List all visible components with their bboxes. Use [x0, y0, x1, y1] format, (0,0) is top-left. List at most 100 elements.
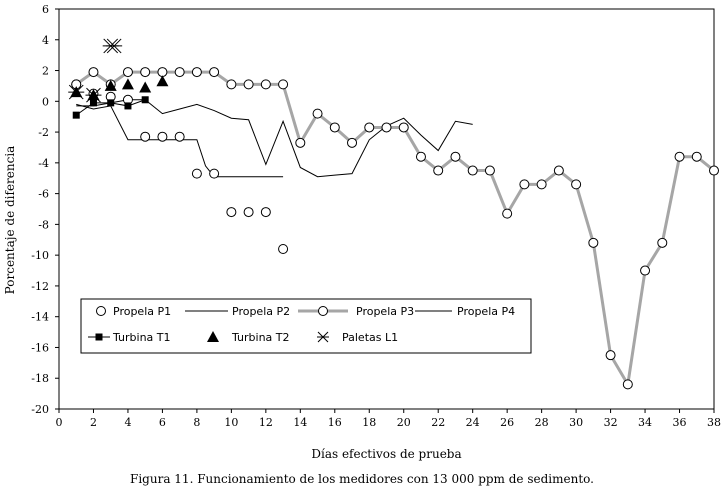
series-propela-p3-point [674, 151, 685, 162]
y-tick-label: -12 [31, 280, 49, 293]
x-tick-label: 4 [124, 416, 131, 429]
x-tick-label: 32 [604, 416, 618, 429]
series-paletas-l1-point [85, 87, 102, 103]
figure-caption: Figura 11. Funcionamiento de los medidor… [130, 472, 594, 486]
x-tick-label: 22 [431, 416, 445, 429]
x-tick-label: 10 [224, 416, 238, 429]
legend-label-l1: Paletas L1 [342, 331, 398, 344]
y-tick-label: -2 [38, 126, 49, 139]
y-tick-label: 2 [42, 65, 49, 78]
x-tick-label: 18 [362, 416, 376, 429]
y-tick-label: -14 [31, 311, 49, 324]
x-tick-label: 34 [638, 416, 652, 429]
y-tick-label: -18 [31, 372, 49, 385]
y-tick-label: -20 [31, 403, 49, 416]
series-propela-p3-point [157, 67, 168, 78]
legend-symbol-p1 [96, 306, 106, 316]
legend-symbol-l1 [317, 331, 329, 343]
series-propela-p3-point [174, 67, 185, 78]
series-propela-p3-point [502, 208, 513, 219]
series-propela-p3-point [260, 79, 271, 90]
series-propela-p3-point [450, 151, 461, 162]
axis-ticks: 0 2 4 6 8 10 12 14 16 18 20 22 24 26 28 30 32 34 36 386420-… [31, 3, 721, 429]
x-axis-title: Días efectivos de prueba [311, 447, 461, 461]
series-propela-p3-point [209, 67, 220, 78]
series-propela-p1-point [140, 131, 151, 142]
series-propela-p3-point [243, 79, 254, 90]
series-turbina-t1-point [124, 102, 132, 110]
series-propela-p1-point [209, 168, 220, 179]
series-propela-p3-point [312, 108, 323, 119]
y-tick-label: -10 [31, 249, 49, 262]
series-propela-p3-point [226, 79, 237, 90]
legend-label-t1: Turbina T1 [112, 331, 171, 344]
y-tick-label: -16 [31, 341, 49, 354]
x-tick-label: 20 [397, 416, 411, 429]
series-propela-p3-point [657, 237, 668, 248]
series-paletas-l1-point [68, 84, 85, 100]
series-turbina-t1-point [89, 99, 97, 107]
x-tick-label: 24 [466, 416, 480, 429]
series-propela-p3-point [347, 137, 358, 148]
y-tick-label: -6 [38, 188, 49, 201]
series-propela-p1-point [174, 131, 185, 142]
y-tick-label: 6 [42, 3, 49, 16]
x-tick-label: 0 [56, 416, 63, 429]
series-propela-p1-point [260, 207, 271, 218]
legend-label-p3: Propela P3 [356, 305, 414, 318]
legend-box [80, 298, 532, 354]
series-turbina-t2-point [156, 75, 169, 87]
series-propela-p3-point [605, 350, 616, 361]
x-tick-label: 30 [569, 416, 583, 429]
series-turbina-t2-point [104, 79, 117, 91]
y-tick-label: -4 [38, 157, 49, 170]
series-propela-p3-point [433, 165, 444, 176]
x-tick-label: 14 [293, 416, 307, 429]
x-tick-label: 26 [500, 416, 514, 429]
series-propela-p3-point [122, 67, 133, 78]
chart: 0 2 4 6 8 10 12 14 16 18 20 22 24 26 28 30 32 34 36 386420-… [3, 3, 721, 461]
x-tick-label: 36 [673, 416, 687, 429]
series-propela-p3-point [553, 165, 564, 176]
series-propela-p1-point [226, 207, 237, 218]
series-propela-p3-point [140, 67, 151, 78]
series-propela-p3-point [640, 265, 651, 276]
x-tick-label: 8 [193, 416, 200, 429]
series-turbina-t1-point [72, 111, 80, 119]
series-propela-p3-point [398, 122, 409, 133]
x-tick-label: 16 [328, 416, 342, 429]
x-tick-label: 6 [159, 416, 166, 429]
legend-label-p2: Propela P2 [232, 305, 290, 318]
series-propela-p3-point [536, 179, 547, 190]
legend-symbol-p3-marker [318, 306, 328, 316]
series-propela-p1-point [278, 244, 289, 254]
series-propela-p1-point [191, 168, 202, 179]
legend-symbol-t1-marker [95, 333, 103, 341]
legend-label-t2: Turbina T2 [231, 331, 290, 344]
series-layer [68, 38, 719, 390]
series-propela-p3-point [467, 165, 478, 176]
x-tick-label: 38 [707, 416, 721, 429]
series-propela-p1-point [243, 207, 254, 218]
series-turbina-t2-point [121, 78, 134, 90]
plot-area [58, 8, 715, 410]
series-paletas-l1-point [106, 38, 123, 54]
series-propela-p3-point [484, 165, 495, 176]
series-propela-p3-point [329, 122, 340, 133]
series-propela-p4-line [76, 99, 473, 178]
series-propela-p3-point [709, 165, 719, 176]
series-propela-p3-point [415, 151, 426, 162]
series-propela-p2-line [76, 103, 284, 178]
y-tick-label: -8 [38, 218, 49, 231]
series-propela-p3-point [278, 79, 289, 90]
y-tick-label: 0 [42, 95, 49, 108]
series-propela-p3-point [691, 151, 702, 162]
series-propela-p3-point [519, 179, 530, 190]
series-propela-p3-point [622, 379, 633, 390]
series-propela-p3-point [381, 122, 392, 133]
y-axis-title: Porcentaje de diferencia [3, 146, 17, 295]
series-propela-p3-point [88, 67, 99, 78]
series-propela-p3-point [295, 137, 306, 148]
legend: Propela P1 Propela P2 Propela P3 Propela… [80, 298, 532, 354]
x-tick-label: 2 [90, 416, 97, 429]
